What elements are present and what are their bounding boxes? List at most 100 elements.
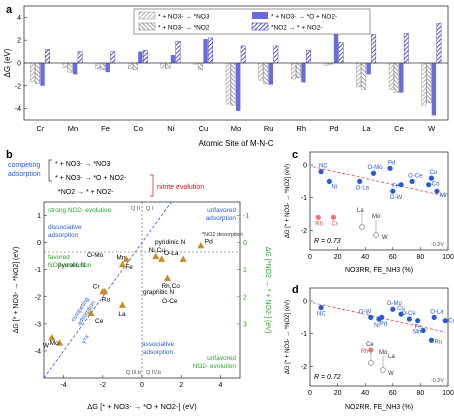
c-point-label-Co: Co <box>432 182 440 188</box>
unfavored-evolution-1: unfavored <box>207 355 236 362</box>
d-x-tick-20: 20 <box>334 390 342 397</box>
bar-Ni-s1 <box>160 62 166 68</box>
b-point-Ru <box>101 287 109 295</box>
c-x-tick-100: 100 <box>442 254 454 261</box>
panel-c-r-value: R = 0.73 <box>314 238 341 245</box>
bar-Mn-s3 <box>72 63 78 75</box>
c-x-tick-60: 60 <box>389 254 397 261</box>
b-point-label-Mo: Mo <box>50 340 59 347</box>
d-point-O-W <box>368 314 374 320</box>
panel-c-ylabel: ΔG [* + NO3- → *NO2] (eV) <box>285 164 291 238</box>
panel-d-r-value: R = 0.72 <box>314 374 341 381</box>
competing-label: competing <box>8 162 40 169</box>
d-point-label-O-Ce: O-Ce <box>401 311 416 317</box>
d-label-W: W <box>388 371 394 377</box>
c-point-label-Fe: Fe <box>392 184 400 190</box>
bar-Ce-s2 <box>393 62 399 93</box>
d-x-tick-60: 60 <box>389 390 397 397</box>
unfavored-evolution-2: NO2- evolution <box>193 363 237 370</box>
quadrant-4b: Q IV.b <box>146 370 161 376</box>
c-point-Fe <box>398 182 404 188</box>
d-point-label-Ni: Ni <box>374 323 380 329</box>
panel-label-d: d <box>292 284 299 296</box>
bar-La-s3 <box>366 63 371 75</box>
bar-W-s3 <box>431 63 437 116</box>
dissociative-label-2: adsorption <box>48 232 79 239</box>
d-y-tick--2: -2 <box>301 364 307 371</box>
c-label-W: W <box>382 235 388 241</box>
b-site-label-pyridinic-N: pyridinic N <box>155 239 186 246</box>
panel-b-ylabel: ΔG [* + NO3- → *NO2] (eV) <box>13 247 20 334</box>
b-point-label-La: La <box>118 311 126 318</box>
b-point-label-W: W <box>43 342 50 349</box>
panel-c-extra-labels: La Mo W <box>357 208 388 241</box>
panel-a-ticks: Cr Mn Fe Co Ni Cu Mo Ru Rh Pd La Ce W -4 -2 0 2 4 <box>15 15 436 133</box>
bar-Mo-s1 <box>225 62 231 105</box>
b-site-label-O-Mo: O-Mo <box>87 252 104 259</box>
b-y-tick--1: -1 <box>35 267 41 274</box>
c-point-label-Pd: Pd <box>388 160 395 166</box>
legend-swatch-4 <box>251 22 269 31</box>
panel-c-xlabel: NO3RR, FE_NH3 (%) <box>345 267 413 274</box>
d-x-tick-80: 80 <box>417 390 425 397</box>
bar-W-s1 <box>421 62 427 106</box>
d-y-tick-0: 0 <box>303 299 307 306</box>
bar-W-s2 <box>426 62 432 104</box>
d-x-tick-40: 40 <box>361 390 369 397</box>
equation-3: *NO2 → * + NO2- <box>58 189 114 196</box>
bar-Mn-s1 <box>62 62 68 68</box>
b-point-Mn <box>118 260 126 268</box>
legend-label-1: * + NO3- → *NO3 <box>158 14 210 21</box>
c-point-label-Rh: Rh <box>315 221 323 227</box>
y-tick--2: -2 <box>15 83 21 90</box>
b-point-label-Cr: Cr <box>93 283 101 290</box>
b-point-label-Mn: Mn <box>116 254 125 261</box>
panel-a-xlabel: Atomic Site of M-N-C <box>198 139 273 148</box>
b-yr-tick-0: 0 <box>243 240 247 247</box>
panel-b-ticks: -4 -2 0 2 4 -4 -3 -2 -1 0 1 -1 0 1 2 3 <box>35 213 250 389</box>
x-tick-Rh: Rh <box>296 124 306 133</box>
d-point-label-Fe: Fe <box>415 325 423 331</box>
panel-a-ylabel: ΔG (eV) <box>3 48 12 77</box>
b-x-tick-2: 2 <box>179 382 183 389</box>
c-point-O-Mo <box>370 170 377 176</box>
c-point-Pd <box>387 165 393 171</box>
d-point-label-NC: NC <box>317 312 326 318</box>
equation-2: * + NO3- → *O + NO2- <box>55 175 127 182</box>
bar-La-s4 <box>371 34 377 64</box>
c-point-label-O-W: O-W <box>390 195 403 201</box>
favored-label-2: NO2- evolution <box>48 262 92 269</box>
d-point-NC <box>318 305 324 311</box>
panel-b-scatter: competing adsorption * + NO3- → *NO3 * +… <box>8 159 271 411</box>
c-point-Rh <box>315 214 321 220</box>
bar-Pd-s3 <box>333 28 339 63</box>
unfavored-adsorption-2: adsorption <box>206 215 237 222</box>
c-point-O-Ce <box>409 178 415 184</box>
bar-Fe-s1 <box>95 62 101 69</box>
bar-Rh-s2 <box>296 62 301 79</box>
panel-d-ylabel: ΔG [* + NO3- → *NO2] (eV) <box>285 300 291 374</box>
d-point-O-Mo <box>390 306 396 312</box>
bar-Fe-s4 <box>110 51 116 64</box>
panel-d-scatter: 0 20 40 60 80 100 -2 -1 0 NC Ni O-La O-Mo Pd O-W Fe O-C… <box>285 287 454 411</box>
quadrant-3b: Q III.b <box>126 370 141 376</box>
b-x-tick-4: 4 <box>218 382 222 389</box>
panel-label-a: a <box>6 4 13 16</box>
b-y-tick--3: -3 <box>35 321 41 328</box>
bar-Co-s1 <box>127 62 133 69</box>
panel-a-bars <box>30 22 442 116</box>
b-point-Mo <box>56 339 64 346</box>
b-yr-tick-2: 2 <box>243 294 247 301</box>
c-label-La: La <box>357 208 364 214</box>
yx-label: y=x <box>81 334 91 345</box>
bar-Co-s4 <box>142 50 148 64</box>
d-point-label-Rh: Rh <box>361 349 369 355</box>
bar-Fe-s2 <box>100 62 106 71</box>
panel-b-ylabel-right: ΔG [*NO2 → * + NO2-] (eV) <box>264 247 271 334</box>
d-point-label-O-W: O-W <box>359 309 372 315</box>
x-tick-Pd: Pd <box>329 124 338 133</box>
bar-Ce-s3 <box>399 63 404 93</box>
d-point-Fe <box>415 318 421 324</box>
c-y-tick--1: -1 <box>301 195 307 202</box>
b-x-tick-0: 0 <box>140 382 144 389</box>
